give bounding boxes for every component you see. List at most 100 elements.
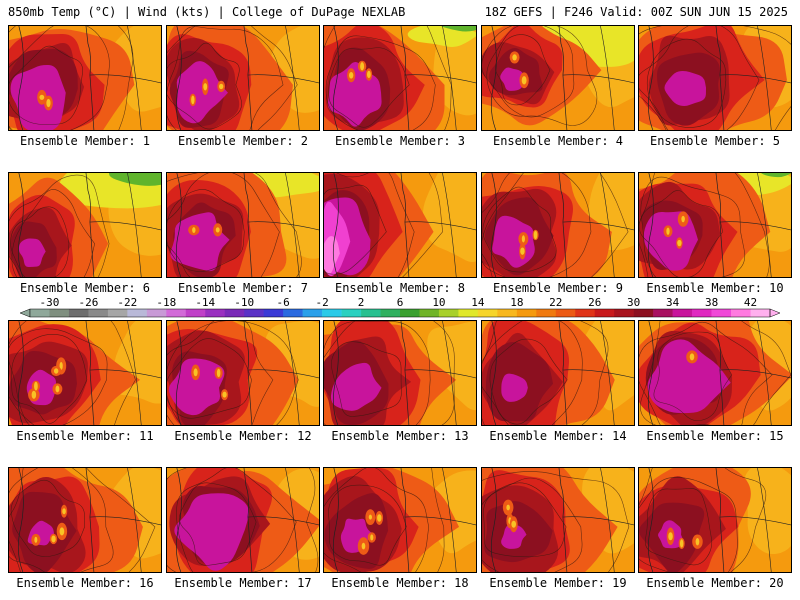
ensemble-member-map [166,467,320,573]
colorbar-tick-label: 18 [510,296,523,309]
colorbar-bin [477,309,498,317]
colorbar-bin [594,309,615,317]
colorbar-tick-label: -10 [234,296,254,309]
colorbar-bin [244,309,264,317]
ensemble-member-map [481,25,635,131]
colorbar-tick-label: 34 [666,296,680,309]
colorbar-bin [497,309,518,317]
member-label: Ensemble Member: 2 [177,134,309,148]
colorbar-bin [205,309,226,317]
colorbar-bin [68,309,89,317]
colorbar-bin [419,309,440,317]
member-label: Ensemble Member: 17 [174,576,312,590]
colorbar-bin [322,309,342,317]
colorbar-bin [536,309,557,317]
colorbar-tick-label: 14 [471,296,485,309]
ensemble-member-map [323,320,477,426]
colorbar-tick-label: -6 [277,296,290,309]
member-label: Ensemble Member: 20 [646,576,784,590]
ensemble-member-map [166,320,320,426]
colorbar-tick-label: -18 [156,296,176,309]
ensemble-member-map [8,25,162,131]
ensemble-member-map [638,467,792,573]
member-label: Ensemble Member: 18 [331,576,469,590]
colorbar-bin [107,309,128,317]
member-label: Ensemble Member: 9 [492,281,624,295]
member-label: Ensemble Member: 12 [174,429,312,443]
member-label: Ensemble Member: 3 [334,134,466,148]
colorbar-bin [653,309,673,317]
member-label: Ensemble Member: 10 [646,281,784,295]
ensemble-member-map [323,25,477,131]
ensemble-member-map [481,172,635,278]
colorbar-bin [380,309,401,317]
colorbar-tick-label: 10 [432,296,445,309]
colorbar-tick-label: 42 [744,296,757,309]
member-label: Ensemble Member: 16 [16,576,154,590]
colorbar-bin [224,309,245,317]
member-label: Ensemble Member: 13 [331,429,469,443]
colorbar-tick-label: 38 [705,296,718,309]
ensemble-member-map [638,172,792,278]
colorbar-bin [672,309,693,317]
member-label: Ensemble Member: 14 [489,429,627,443]
colorbar-tick-label: -22 [117,296,137,309]
member-label: Ensemble Member: 15 [646,429,784,443]
colorbar-bin [302,309,323,317]
colorbar-bin [361,309,381,317]
colorbar-bin [400,309,420,317]
colorbar-tick-label: 2 [358,296,365,309]
colorbar-bin [711,309,732,317]
colorbar-tick-label: 6 [397,296,404,309]
colorbar-bin [185,309,206,317]
ensemble-member-map [638,25,792,131]
ensemble-member-map [8,172,162,278]
colorbar-tick-label: 26 [588,296,601,309]
ensemble-member-map [323,467,477,573]
colorbar-bin [166,309,187,317]
colorbar-bin [750,309,771,317]
colorbar-tick-label: 22 [549,296,562,309]
temperature-colorbar: -30 -26 -22 -18 -14 -10 -6 -2 2 6 10 14 18 22 26 30 34 38… [19,296,781,318]
colorbar-bin [438,309,459,317]
colorbar-bin [516,309,537,317]
member-label: Ensemble Member: 11 [16,429,154,443]
ensemble-member-map [8,467,162,573]
ensemble-member-map [481,467,635,573]
colorbar-bin [146,309,167,317]
model-valid-time: 18Z GEFS | F246 Valid: 00Z SUN JUN 15 20… [484,5,788,19]
colorbar-bin [30,309,50,317]
ensemble-member-map [166,25,320,131]
colorbar-bin [633,309,654,317]
colorbar-bin [127,309,148,317]
colorbar-bin [458,309,479,317]
member-label: Ensemble Member: 4 [492,134,624,148]
member-label: Ensemble Member: 1 [19,134,151,148]
chart-title: 850mb Temp (°C) | Wind (kts) | College o… [8,5,406,19]
colorbar-bin [614,309,634,317]
colorbar-tick-label: -26 [78,296,98,309]
colorbar-bin [283,309,303,317]
colorbar-bin [731,309,751,317]
colorbar-bin [692,309,712,317]
ensemble-member-map [481,320,635,426]
member-label: Ensemble Member: 8 [334,281,466,295]
colorbar-tick-label: -2 [315,296,328,309]
colorbar-tick-label: 30 [627,296,640,309]
colorbar-bin [341,309,362,317]
ensemble-member-map [166,172,320,278]
colorbar-bin [555,309,576,317]
member-label: Ensemble Member: 5 [649,134,781,148]
colorbar-bin [263,309,284,317]
colorbar-bin [575,309,596,317]
colorbar-bin [88,309,109,317]
member-label: Ensemble Member: 19 [489,576,627,590]
ensemble-member-map [323,172,477,278]
ensemble-member-map [638,320,792,426]
colorbar-tick-label: -14 [195,296,215,309]
colorbar-tick-label: -30 [40,296,60,309]
colorbar-bin [49,309,70,317]
member-label: Ensemble Member: 6 [19,281,151,295]
member-label: Ensemble Member: 7 [177,281,309,295]
ensemble-member-map [8,320,162,426]
